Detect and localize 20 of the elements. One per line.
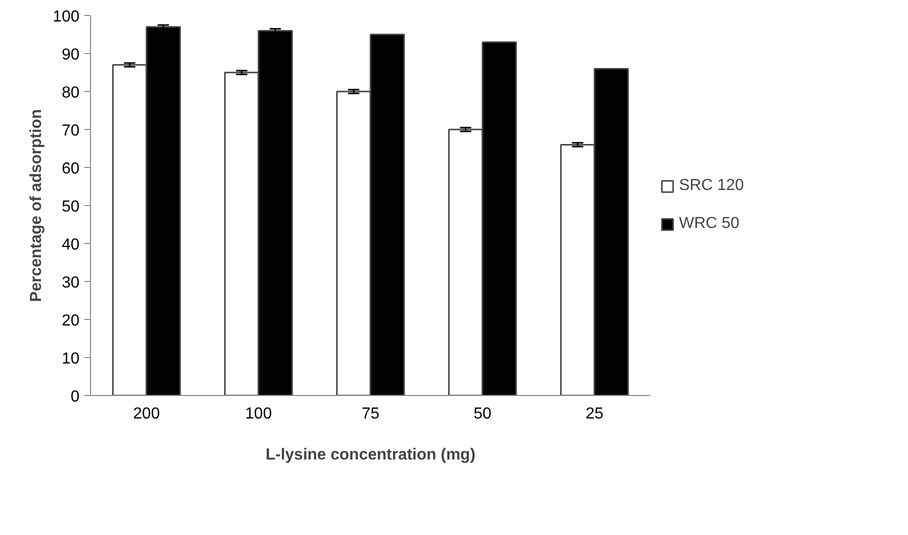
y-tick-label: 100 [52,8,80,26]
x-tick-label: 25 [586,406,604,422]
x-tick-label: 200 [133,406,160,422]
x-tick-label: 100 [245,406,272,422]
y-tick-label: 10 [62,350,80,368]
y-tick-label: 0 [70,388,80,406]
y-tick-label: 80 [62,84,80,102]
y-tick-label: 20 [62,312,80,330]
y-tick-label: 70 [62,122,80,140]
legend-label: WRC 50 [679,215,740,233]
y-tick-label: 50 [62,198,80,216]
y-tick-label: 40 [62,236,80,254]
y-tick-label: 30 [62,274,80,292]
legend-label: SRC 120 [679,177,744,195]
y-axis-title: Percentage of adsorption [28,109,45,302]
y-tick-label: 90 [62,46,80,64]
x-axis-title: L-lysine concentration (mg) [266,446,476,464]
x-tick-label: 75 [362,406,380,422]
x-tick-label: 50 [474,406,492,422]
y-tick-label: 60 [62,160,80,178]
